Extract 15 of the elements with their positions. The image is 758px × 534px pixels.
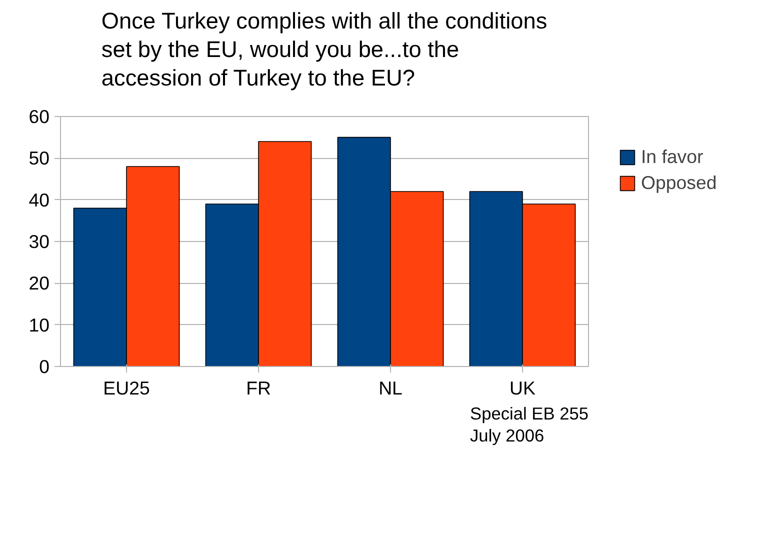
y-tick-label: 50 [28,148,50,169]
y-tick-label: 20 [28,272,50,294]
legend-label: In favor [641,146,704,168]
text: Special EB 255 July 2006 [470,404,589,446]
x-tick-label: FR [246,378,271,398]
legend-label: Opposed [641,172,717,194]
y-tick-label: 30 [28,231,50,252]
x-tick-label: UK [510,378,536,398]
y-tick-label: 10 [28,314,50,336]
chart-title: Once Turkey complies with all the conditions set by the EU, would you be...to the accession of Turkey to the EU? [101,7,548,90]
y-tick-label: 0 [39,356,50,377]
y-tick-label: 60 [28,106,50,127]
x-tick-label: EU25 [103,378,150,398]
y-tick-label: 40 [28,189,50,210]
x-tick-label: NL [378,378,402,398]
